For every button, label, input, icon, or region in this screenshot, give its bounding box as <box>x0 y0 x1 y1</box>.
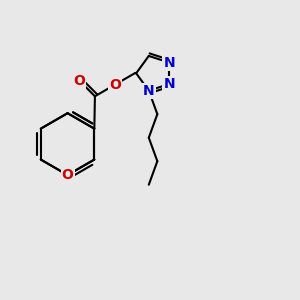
Text: N: N <box>143 84 154 98</box>
Text: N: N <box>164 77 175 91</box>
Text: O: O <box>61 168 74 182</box>
Text: O: O <box>74 74 85 88</box>
Text: O: O <box>109 78 121 92</box>
Text: N: N <box>164 56 175 70</box>
